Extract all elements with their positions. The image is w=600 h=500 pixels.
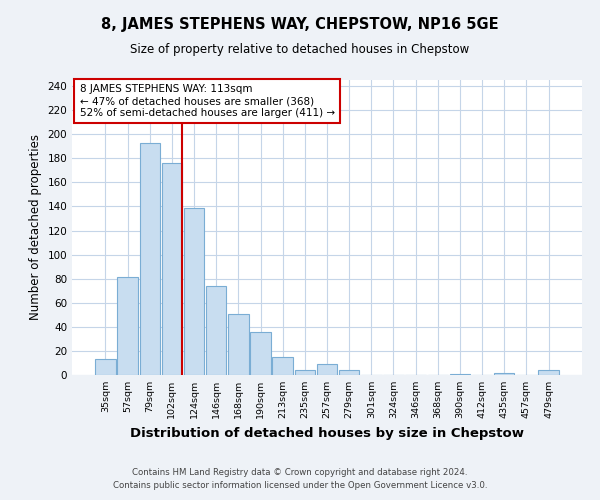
Bar bbox=[494, 372, 514, 375]
Bar bbox=[228, 314, 248, 375]
Bar bbox=[161, 163, 182, 375]
Bar bbox=[339, 370, 359, 375]
Text: Size of property relative to detached houses in Chepstow: Size of property relative to detached ho… bbox=[130, 42, 470, 56]
Bar bbox=[250, 332, 271, 375]
Bar bbox=[538, 370, 559, 375]
Bar bbox=[118, 278, 138, 375]
Text: 8 JAMES STEPHENS WAY: 113sqm
← 47% of detached houses are smaller (368)
52% of s: 8 JAMES STEPHENS WAY: 113sqm ← 47% of de… bbox=[80, 84, 335, 117]
Y-axis label: Number of detached properties: Number of detached properties bbox=[29, 134, 42, 320]
Text: Contains HM Land Registry data © Crown copyright and database right 2024.
Contai: Contains HM Land Registry data © Crown c… bbox=[113, 468, 487, 490]
Bar bbox=[184, 208, 204, 375]
Bar bbox=[317, 364, 337, 375]
Bar bbox=[140, 142, 160, 375]
Text: 8, JAMES STEPHENS WAY, CHEPSTOW, NP16 5GE: 8, JAMES STEPHENS WAY, CHEPSTOW, NP16 5G… bbox=[101, 18, 499, 32]
X-axis label: Distribution of detached houses by size in Chepstow: Distribution of detached houses by size … bbox=[130, 426, 524, 440]
Bar bbox=[450, 374, 470, 375]
Bar bbox=[295, 370, 315, 375]
Bar bbox=[95, 360, 116, 375]
Bar bbox=[206, 286, 226, 375]
Bar bbox=[272, 357, 293, 375]
